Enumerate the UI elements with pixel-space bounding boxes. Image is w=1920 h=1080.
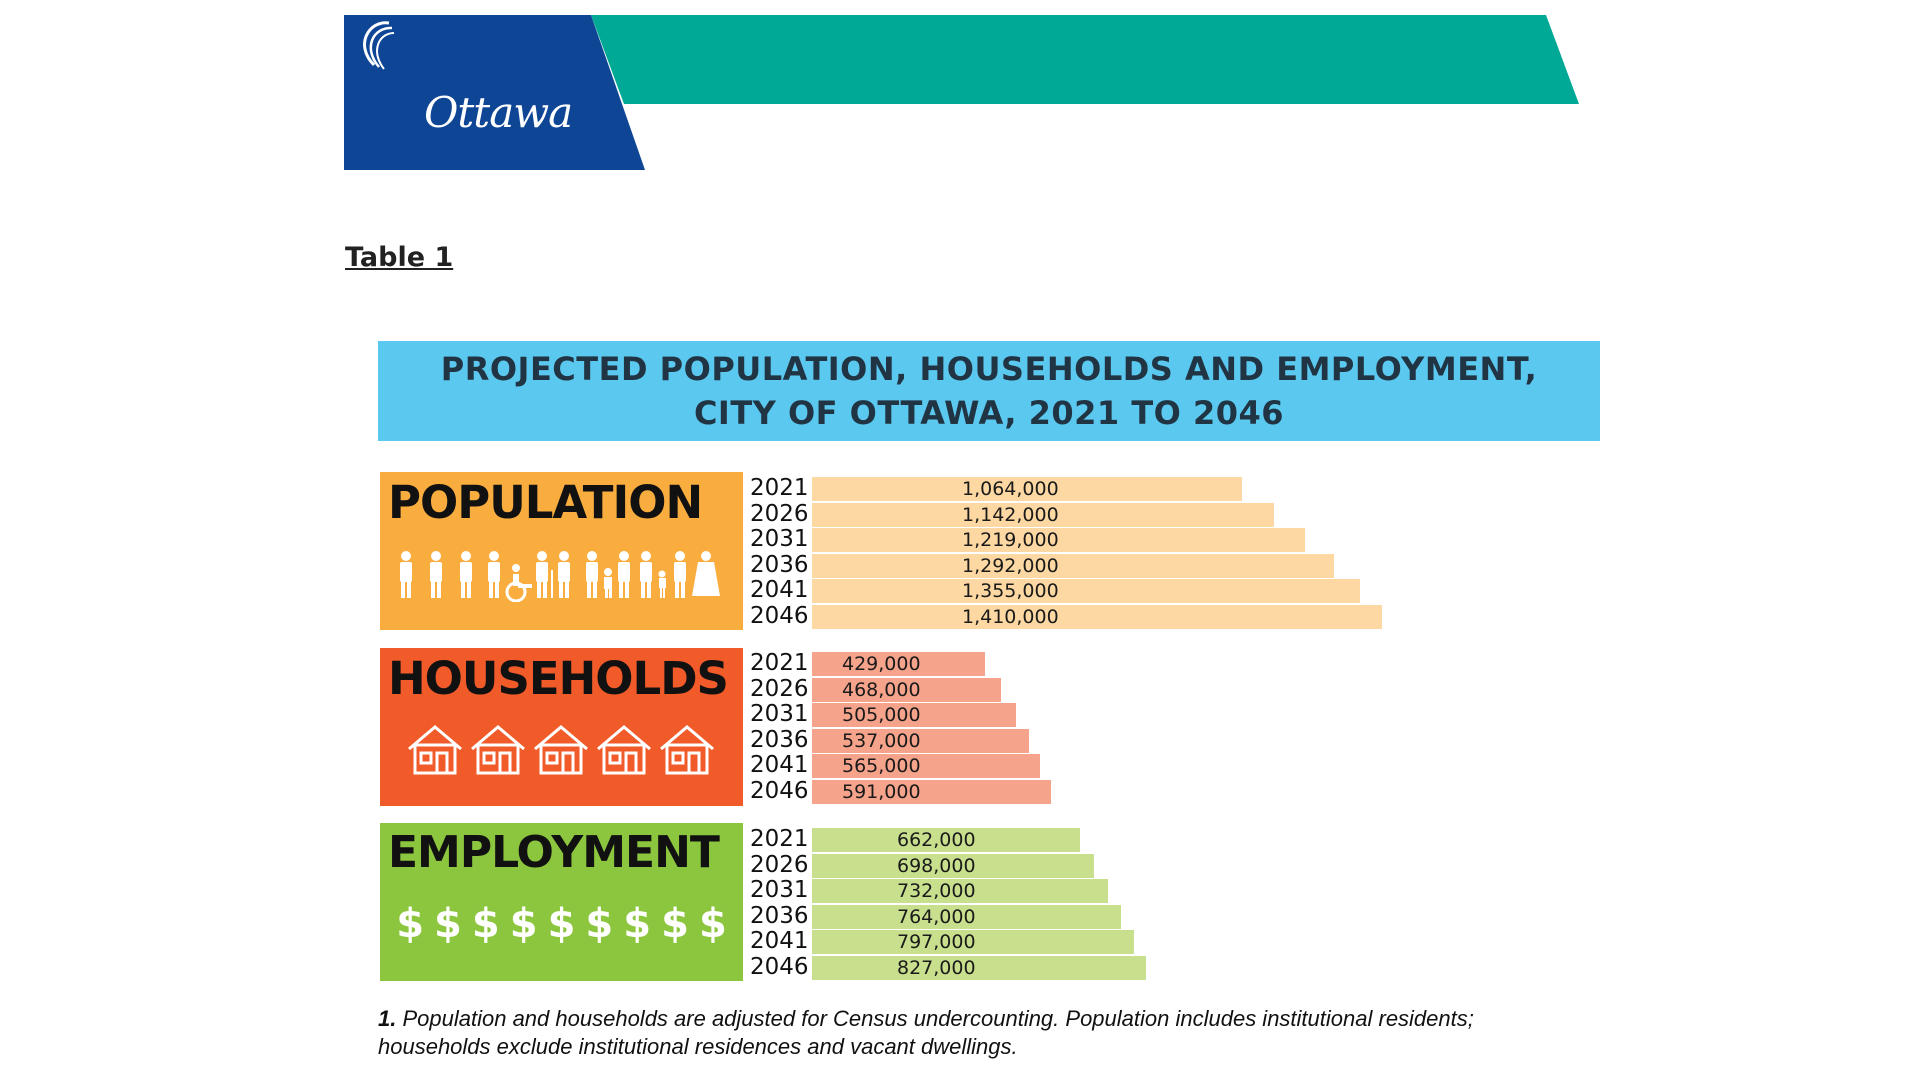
dollar-icon: $: [623, 901, 652, 947]
population-bar: 1,292,000: [812, 553, 1335, 578]
households-year-label: 2046: [750, 777, 809, 804]
households-value-label: 505,000: [842, 704, 921, 726]
dollar-icon: $: [509, 901, 538, 947]
population-panel: POPULATION: [380, 472, 743, 630]
employment-bar: 698,000: [812, 853, 1095, 878]
employment-year-label: 2041: [750, 928, 809, 954]
employment-bar: 827,000: [812, 955, 1147, 980]
house-icons: [380, 723, 743, 778]
population-value-label: 1,410,000: [962, 605, 1059, 628]
logo-text: Ottawa: [424, 88, 573, 137]
dollar-icon: $: [585, 901, 614, 947]
dollar-icon: $: [471, 901, 500, 947]
chart-title-line-2: CITY OF OTTAWA, 2021 TO 2046: [693, 394, 1285, 432]
population-years: 2021 2026 2031 2036 2041 2046: [750, 475, 809, 629]
households-value-label: 565,000: [842, 755, 921, 777]
employment-panel: EMPLOYMENT $ $ $ $ $ $ $ $ $: [380, 823, 743, 981]
employment-value-label: 732,000: [897, 880, 976, 902]
households-bar: 505,000: [812, 703, 1017, 727]
employment-bar: 732,000: [812, 879, 1108, 903]
population-year-label: 2031: [750, 526, 809, 552]
dollar-icon: $: [698, 901, 727, 947]
dollar-icon: $: [547, 901, 576, 947]
navy-block: [344, 15, 645, 170]
population-value-label: 1,219,000: [962, 529, 1059, 551]
households-year-label: 2031: [750, 701, 809, 727]
ottawa-logo-icon: [363, 21, 395, 70]
households-value-label: 537,000: [842, 729, 921, 752]
employment-value-label: 797,000: [897, 931, 976, 953]
employment-value-label: 764,000: [897, 905, 976, 928]
population-value-label: 1,355,000: [962, 580, 1059, 602]
banner-shapes: [344, 15, 1579, 170]
footnote-text: Population and households are adjusted f…: [378, 1006, 1474, 1059]
dollar-icons: $ $ $ $ $ $ $ $ $: [380, 901, 743, 947]
households-panel: HOUSEHOLDS: [380, 648, 743, 806]
header-banner: Ottawa: [344, 15, 1584, 170]
population-year-label: 2041: [750, 577, 809, 603]
households-bar: 591,000: [812, 779, 1051, 804]
footnote: 1. Population and households are adjuste…: [378, 1005, 1528, 1061]
households-title: HOUSEHOLDS: [388, 652, 729, 705]
households-bar: 565,000: [812, 754, 1041, 778]
dollar-icon: $: [661, 901, 689, 947]
population-value-label: 1,142,000: [962, 503, 1059, 526]
teal-stripe: [591, 15, 1579, 104]
employment-value-label: 662,000: [897, 829, 976, 851]
population-value-label: 1,064,000: [962, 478, 1059, 500]
employment-year-label: 2036: [750, 902, 809, 929]
households-bar: 468,000: [812, 677, 1002, 702]
people-icons: [380, 550, 743, 602]
households-value-label: 429,000: [842, 653, 921, 675]
population-year-label: 2021: [750, 475, 809, 501]
employment-year-label: 2021: [750, 826, 809, 852]
employment-bar: 797,000: [812, 930, 1135, 954]
households-years: 2021 2026 2031 2036 2041 2046: [750, 650, 809, 804]
chart-title-box: PROJECTED POPULATION, HOUSEHOLDS AND EMP…: [378, 341, 1600, 441]
population-bar: 1,219,000: [812, 528, 1305, 552]
house-icon: [407, 725, 714, 775]
population-value-label: 1,292,000: [962, 554, 1059, 577]
population-bar: 1,142,000: [812, 502, 1274, 527]
population-title: POPULATION: [388, 476, 703, 529]
employment-value-label: 827,000: [897, 956, 976, 979]
employment-years: 2021 2026 2031 2036 2041 2046: [750, 826, 809, 980]
chart-title-line-1: PROJECTED POPULATION, HOUSEHOLDS AND EMP…: [440, 350, 1538, 388]
households-bar: 429,000: [812, 652, 986, 676]
dollar-icon: $: [434, 901, 462, 947]
population-year-label: 2036: [750, 551, 809, 578]
households-value-label: 591,000: [842, 780, 921, 803]
employment-value-label: 698,000: [897, 854, 976, 877]
households-year-label: 2041: [750, 752, 809, 778]
employment-bar: 662,000: [812, 828, 1080, 852]
employment-year-label: 2046: [750, 953, 809, 980]
households-value-label: 468,000: [842, 678, 921, 701]
dollar-icon: $: [396, 901, 425, 947]
households-bar: 537,000: [812, 728, 1030, 753]
employment-year-label: 2031: [750, 877, 809, 903]
households-year-label: 2036: [750, 726, 809, 753]
table-label: Table 1: [345, 242, 454, 273]
employment-bar: 764,000: [812, 904, 1121, 929]
population-bar: 1,355,000: [812, 579, 1360, 603]
households-year-label: 2021: [750, 650, 809, 676]
population-year-label: 2026: [750, 500, 809, 527]
population-bar: 1,064,000: [812, 477, 1243, 501]
employment-title: EMPLOYMENT: [388, 827, 720, 878]
people-icon: [399, 551, 720, 602]
households-year-label: 2026: [750, 675, 809, 702]
employment-year-label: 2026: [750, 851, 809, 878]
population-year-label: 2046: [750, 602, 809, 629]
footnote-number: 1.: [378, 1006, 397, 1031]
population-bar: 1,410,000: [812, 604, 1382, 629]
